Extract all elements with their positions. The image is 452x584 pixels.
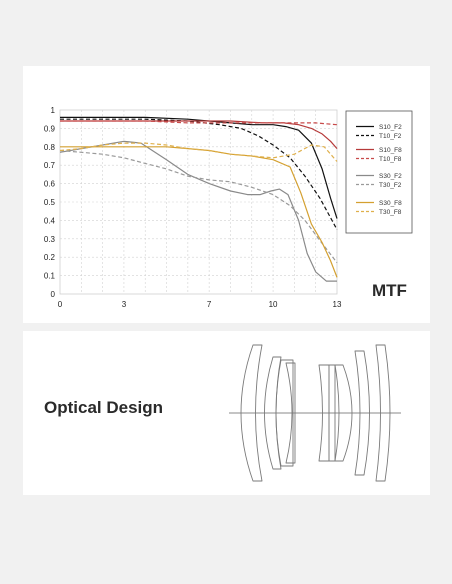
mtf-label: MTF	[372, 281, 407, 300]
optical-panel: Optical Design	[23, 331, 430, 495]
lens-element-7	[334, 364, 353, 462]
y-tick-label: 0	[51, 290, 56, 299]
lens-element-5	[318, 364, 330, 462]
legend-label: S10_F2	[379, 124, 402, 131]
y-tick-label: 0.8	[44, 143, 56, 152]
mtf-panel: 0 0.1 0.2 0.3 0.4 0.5 0.6 0.7 0.8 0.9 1 0 3 7 10 13 S10…	[23, 66, 430, 323]
lens-element-8	[354, 350, 370, 476]
series-line-t30-f8	[59, 142, 338, 162]
chart-legend: S10_F2 T10_F2 S10_F8 T10_F8 S30_F2 T30_F2 S30_…	[345, 110, 413, 234]
x-tick-label: 3	[122, 300, 127, 309]
series-line-s30-f2	[59, 140, 337, 282]
y-tick-label: 0.6	[44, 180, 56, 189]
x-tick-label: 0	[58, 300, 63, 309]
chart-series	[59, 116, 338, 282]
mtf-chart: 00.10.20.30.40.50.60.70.80.910 3 7 10 13 S10…	[44, 106, 413, 309]
legend-label: S30_F8	[379, 200, 402, 207]
legend-box	[345, 110, 413, 234]
lens-element-3	[275, 359, 294, 467]
legend-label: S30_F2	[379, 173, 402, 180]
series-line-s10-f2	[60, 116, 338, 219]
y-tick-label: 0.3	[44, 235, 56, 244]
y-tick-label: 0.7	[44, 161, 56, 170]
y-tick-label: 0.1	[44, 272, 56, 281]
legend-label: T10_F8	[379, 156, 402, 163]
optical-design-title: Optical Design	[44, 398, 164, 417]
series-line-t10-f8	[60, 120, 338, 126]
y-tick-label: 1	[51, 106, 56, 115]
legend-label: T10_F2	[379, 133, 402, 140]
lens-element-9	[375, 344, 391, 482]
legend-label: T30_F2	[379, 182, 402, 189]
series-line-t10-f2	[60, 118, 338, 230]
y-tick-label: 0.4	[44, 216, 56, 225]
series-line-t30-f2	[59, 149, 338, 264]
x-tick-label: 13	[333, 300, 342, 309]
lens-diagram	[229, 344, 401, 482]
x-tick-label: 7	[207, 300, 212, 309]
legend-label: S10_F8	[379, 147, 402, 154]
chart-grid	[59, 109, 338, 295]
y-tick-label: 0.5	[44, 198, 56, 207]
lens-element-1	[240, 344, 263, 482]
chart-axes: 00.10.20.30.40.50.60.70.80.910 3 7 10 13	[44, 106, 342, 309]
legend-label: T30_F8	[379, 209, 402, 216]
y-tick-label: 0.9	[44, 124, 56, 133]
lens-element-4	[285, 362, 296, 464]
y-tick-label: 0.2	[44, 253, 56, 262]
x-tick-label: 10	[269, 300, 278, 309]
